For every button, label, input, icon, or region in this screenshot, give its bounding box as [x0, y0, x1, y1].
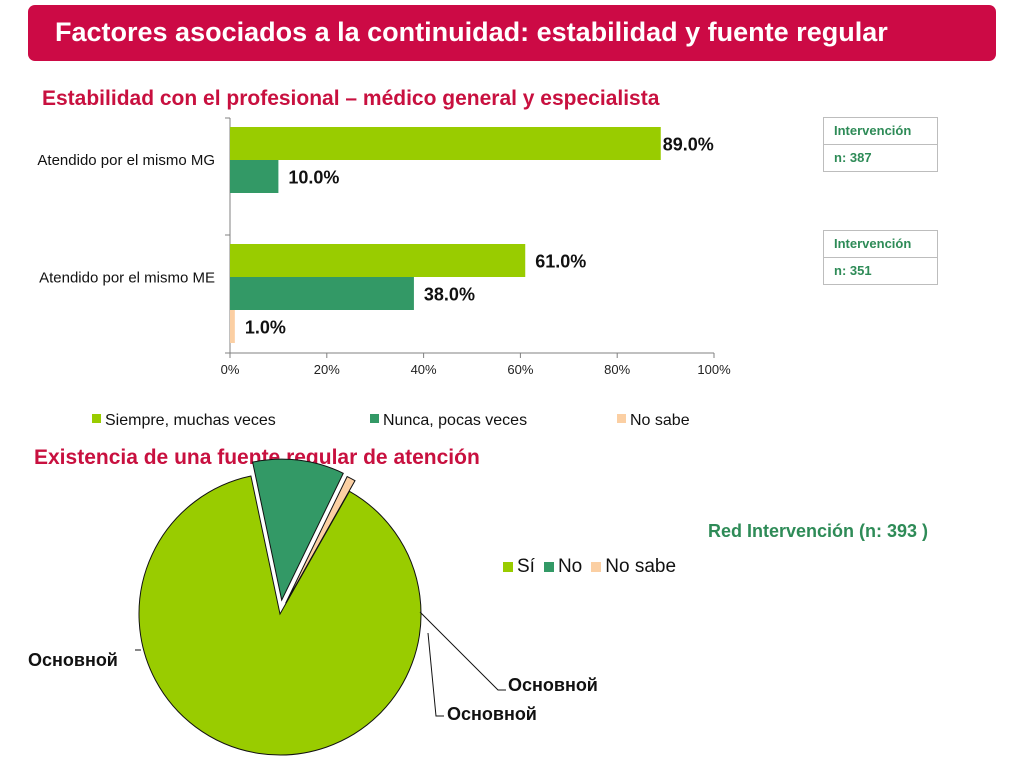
bar-nunca [230, 160, 279, 193]
x-tick-label: 40% [411, 362, 437, 377]
bar-data-label: 89.0% [663, 135, 714, 155]
pie-slice-label: Основной [447, 704, 537, 724]
bar-data-label: 10.0% [288, 168, 339, 188]
x-tick-label: 100% [697, 362, 731, 377]
legend-label: Sí [517, 556, 535, 577]
bar-chart: 0% 20% 40% 60% 80% 100% Atendido por el mismo … [37, 117, 731, 429]
bar-nunca [230, 277, 414, 310]
legend-swatch [92, 414, 101, 423]
pie-slice-no-sabe [285, 475, 356, 604]
bar-data-label: 38.0% [424, 285, 475, 305]
bar-data-label: 61.0% [535, 252, 586, 272]
legend-label: No [557, 556, 583, 577]
legend-swatch [370, 414, 379, 423]
page-title: Factores asociados a la continuidad: est… [55, 17, 888, 47]
pie-legend-item: Sí [503, 556, 535, 578]
bar-data-label: 1.0% [245, 318, 286, 338]
pie-chart-title: Existencia de una fuente regular de aten… [34, 446, 480, 469]
leader-line [427, 632, 444, 717]
bar-siempre [230, 244, 526, 277]
pie-slice-si [138, 475, 422, 756]
pie-legend-item: No sabe [591, 556, 676, 578]
header-banner: Factores asociados a la continuidad: est… [28, 5, 996, 61]
legend-swatch [503, 562, 513, 572]
sample-box-n: n: 387 [824, 144, 937, 171]
sample-box-label: Intervención [834, 236, 912, 251]
sample-size-box-mg: Intervención n: 387 [823, 117, 938, 172]
pie-sample-label: Red Intervención (n: 393 ) [708, 521, 929, 541]
pie-slice-label: Основной [28, 650, 118, 670]
bar-no-sabe [230, 310, 235, 343]
pie-legend-item: No [543, 556, 583, 578]
category-label: Atendido por el mismo MG [37, 152, 215, 169]
legend-swatch [543, 562, 554, 572]
leader-line [419, 611, 506, 691]
pie-legend: Sí No No sabe [503, 556, 685, 578]
sample-box-n: n: 351 [824, 257, 937, 284]
bar-chart-title: Estabilidad con el profesional – médico … [42, 87, 660, 110]
legend-label: No sabe [605, 556, 677, 577]
sample-box-label: Intervención [834, 123, 912, 138]
pie-slice-label: Основной [508, 675, 598, 695]
legend-label: Nunca, pocas veces [383, 412, 527, 429]
bar-siempre [230, 127, 661, 160]
category-label: Atendido por el mismo ME [39, 270, 215, 287]
legend-swatch [617, 414, 626, 423]
pie-slice-no [252, 458, 344, 602]
x-tick-label: 80% [604, 362, 630, 377]
legend-label: Siempre, muchas veces [105, 412, 276, 429]
legend-label: No sabe [630, 412, 690, 429]
sample-size-box-me: Intervención n: 351 [823, 230, 938, 285]
legend-swatch [591, 562, 602, 572]
x-tick-label: 0% [221, 362, 240, 377]
x-tick-label: 60% [507, 362, 533, 377]
x-tick-label: 20% [314, 362, 340, 377]
